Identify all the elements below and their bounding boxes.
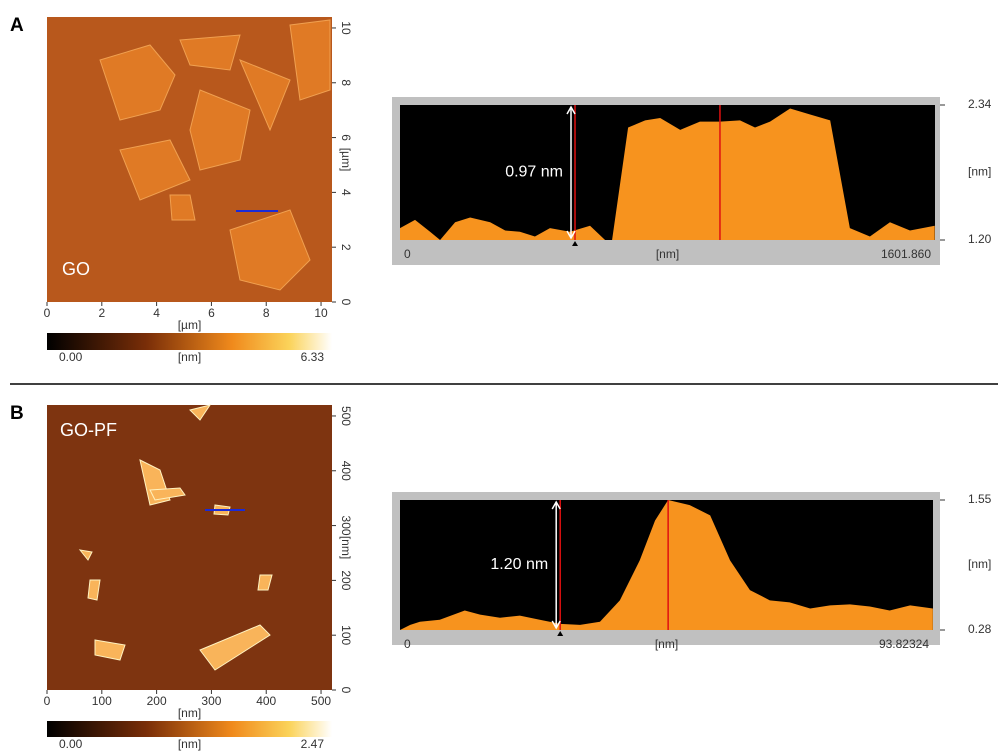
x-axis-label: [nm] [655,637,678,651]
y-tick-label: 500 [339,406,353,426]
annotation: 0.97 nm [505,164,563,181]
y-tick-label: 400 [339,461,353,481]
y-tick-label: 6 [339,134,353,141]
colorbar-min: 0.00 [59,350,83,364]
x-tick-label: 10 [314,306,328,320]
figure: AGO02468100246810[µm][µm]0.00[nm]6.330.9… [0,0,998,751]
y-tick-label: 10 [339,21,353,35]
y-tick-label: 2 [339,244,353,251]
annotation: 1.20 nm [490,556,548,573]
y-tick-label: 2.34 [968,97,992,111]
colorbar [47,721,332,737]
panel-label: A [10,15,24,36]
y-tick-label: 0 [339,299,353,306]
y-tick-label: 0.28 [968,622,992,636]
colorbar-min: 0.00 [59,737,83,751]
x-tick-label: 500 [311,694,331,708]
x-tick-label: 1601.860 [881,247,931,261]
sample-label: GO [62,259,90,279]
y-unit: [nm] [339,536,353,559]
x-unit: [nm] [178,706,201,720]
y-axis-label: [nm] [968,557,991,571]
y-tick-label: 300 [339,516,353,536]
x-tick-label: 6 [208,306,215,320]
colorbar-unit: [nm] [178,350,201,364]
y-axis-label: [nm] [968,165,991,179]
x-axis-label: [nm] [656,247,679,261]
y-tick-label: 4 [339,189,353,196]
x-tick-label: 2 [98,306,105,320]
x-tick-label: 8 [263,306,270,320]
x-tick-label: 400 [256,694,276,708]
x-tick-label: 0 [404,637,411,651]
x-tick-label: 0 [44,694,51,708]
colorbar-max: 2.47 [301,737,325,751]
x-unit: [µm] [178,318,202,332]
flake [170,195,195,220]
x-tick-label: 4 [153,306,160,320]
colorbar-max: 6.33 [301,350,325,364]
y-tick-label: 0 [339,687,353,694]
y-tick-label: 8 [339,79,353,86]
x-tick-label: 0 [44,306,51,320]
colorbar-unit: [nm] [178,737,201,751]
y-tick-label: 1.20 [968,232,992,246]
x-tick-label: 200 [147,694,167,708]
y-unit: [µm] [339,148,353,172]
x-tick-label: 93.82324 [879,637,929,651]
y-tick-label: 200 [339,570,353,590]
y-tick-label: 1.55 [968,492,992,506]
x-tick-label: 300 [201,694,221,708]
colorbar [47,333,332,350]
y-tick-label: 100 [339,625,353,645]
x-tick-label: 0 [404,247,411,261]
sample-label: GO-PF [60,420,117,440]
x-tick-label: 100 [92,694,112,708]
afm-image [47,405,332,690]
panel-label: B [10,403,24,424]
